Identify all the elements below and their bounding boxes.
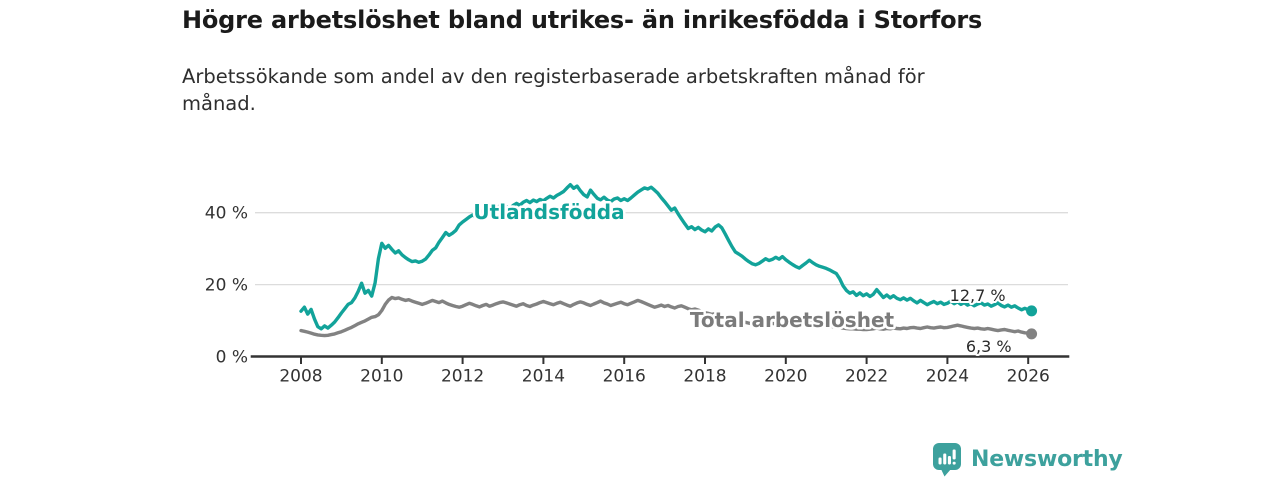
series-inline-label: Total arbetslöshet xyxy=(690,308,895,332)
chart-subtitle: Arbetssökande som andel av den registerb… xyxy=(182,65,925,115)
x-axis-label: 2018 xyxy=(683,367,726,387)
series-end-value-label: 6,3 % xyxy=(966,337,1012,356)
x-axis-label: 2016 xyxy=(603,367,646,387)
end-markers: 12,7 % 6,3 % xyxy=(948,284,1038,358)
x-axis-label: 2026 xyxy=(1007,367,1050,387)
chart-title: Högre arbetslöshet bland utrikes- än inr… xyxy=(182,6,983,34)
series-labels: Utlandsfödda Total arbetslöshet xyxy=(471,198,897,335)
x-axis-label: 2020 xyxy=(764,367,807,387)
newsworthy-logo-icon xyxy=(933,443,961,477)
gridlines xyxy=(255,212,1068,286)
y-axis-label: 40 % xyxy=(205,204,248,224)
series-line-utlandsfodda xyxy=(299,182,1034,331)
x-axis-label: 2022 xyxy=(845,367,888,387)
series-end-dot xyxy=(1026,328,1038,340)
series-inline-label: Utlandsfödda xyxy=(473,200,624,224)
x-axis-label: 2008 xyxy=(279,367,322,387)
newsworthy-logo-text: Newsworthy xyxy=(971,447,1123,472)
x-axis: 2008 2010 2012 2014 2016 2018 2020 2022 2024 2026 xyxy=(250,355,1070,387)
y-axis-label: 20 % xyxy=(205,276,248,296)
y-axis-label: 0 % xyxy=(216,348,248,368)
x-axis-label: 2012 xyxy=(441,367,484,387)
x-axis-label: 2024 xyxy=(926,367,969,387)
series-line-total xyxy=(299,295,1034,338)
series-end-value-label: 12,7 % xyxy=(950,286,1006,305)
series-lines xyxy=(299,182,1034,338)
y-axis-labels: 0 % 20 % 40 % xyxy=(205,204,248,368)
newsworthy-logo: Newsworthy xyxy=(932,442,1123,477)
x-axis-label: 2010 xyxy=(360,367,403,387)
x-axis-label: 2014 xyxy=(522,367,565,387)
series-end-dot xyxy=(1026,305,1038,317)
